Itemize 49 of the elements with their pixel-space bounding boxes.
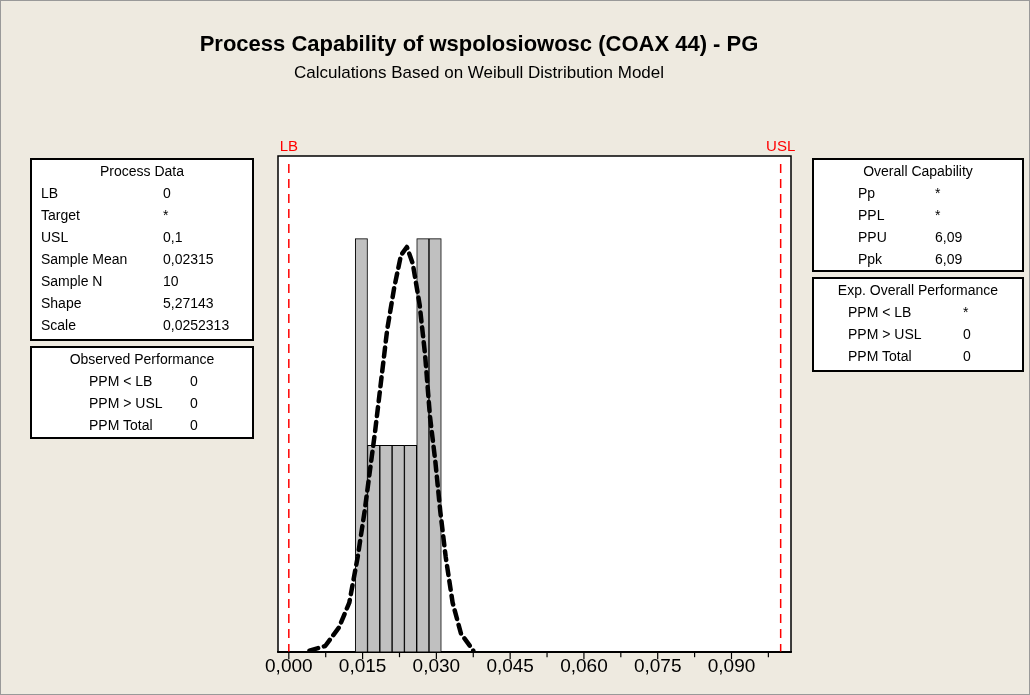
text: Pp: [858, 185, 876, 201]
text: 0: [963, 348, 971, 364]
text: PPL: [858, 207, 885, 223]
text: PPM < LB: [89, 373, 153, 389]
chart-title: Process Capability of wspolosiowosc (COAX 44) - PG: [198, 31, 760, 57]
text: Observed Performance: [68, 351, 216, 367]
text: PPU: [858, 229, 887, 245]
text: USL: [41, 229, 69, 245]
text: 0,0252313: [163, 317, 230, 333]
text: *: [935, 207, 941, 223]
x-tick-label: 0,045: [486, 654, 534, 676]
text: *: [963, 304, 969, 320]
text: 5,27143: [163, 295, 214, 311]
x-tick-label: 0,060: [560, 654, 608, 676]
text: PPM > USL: [89, 395, 163, 411]
text: PPM < LB: [848, 304, 912, 320]
x-tick-label: 0,030: [412, 654, 461, 676]
text: 0: [190, 395, 198, 411]
text: Sample N: [41, 273, 103, 289]
text: PPM Total: [89, 417, 153, 433]
chart-subtitle: Calculations Based on Weibull Distribution Model: [292, 63, 666, 83]
x-tick-label: 0,090: [707, 654, 756, 676]
x-tick-label: 0,015: [338, 654, 387, 676]
text: 0,1: [163, 229, 183, 245]
text: *: [935, 185, 941, 201]
text: Overall Capability: [862, 163, 974, 179]
ref-line-label: USL: [766, 136, 796, 154]
text: Ppk: [858, 251, 883, 267]
text: Sample Mean: [41, 251, 128, 267]
text: Target: [41, 207, 80, 223]
text: 0: [963, 326, 971, 342]
text: 0: [190, 417, 198, 433]
x-tick-label: 0,075: [633, 654, 682, 676]
text: Exp. Overall Performance: [836, 282, 1000, 298]
text: Shape: [41, 295, 82, 311]
text: 10: [163, 273, 179, 289]
text: 6,09: [935, 251, 963, 267]
text: Process Data: [98, 163, 185, 179]
text: *: [163, 207, 169, 223]
text: PPM Total: [848, 348, 912, 364]
text: Scale: [41, 317, 77, 333]
text: 0: [163, 185, 171, 201]
text: PPM > USL: [848, 326, 922, 342]
text: 0,02315: [163, 251, 214, 267]
x-tick-label: 0,000: [265, 654, 313, 676]
text: LB: [41, 185, 59, 201]
text: 6,09: [935, 229, 963, 245]
text: 0: [190, 373, 198, 389]
ref-line-label: LB: [279, 136, 298, 154]
